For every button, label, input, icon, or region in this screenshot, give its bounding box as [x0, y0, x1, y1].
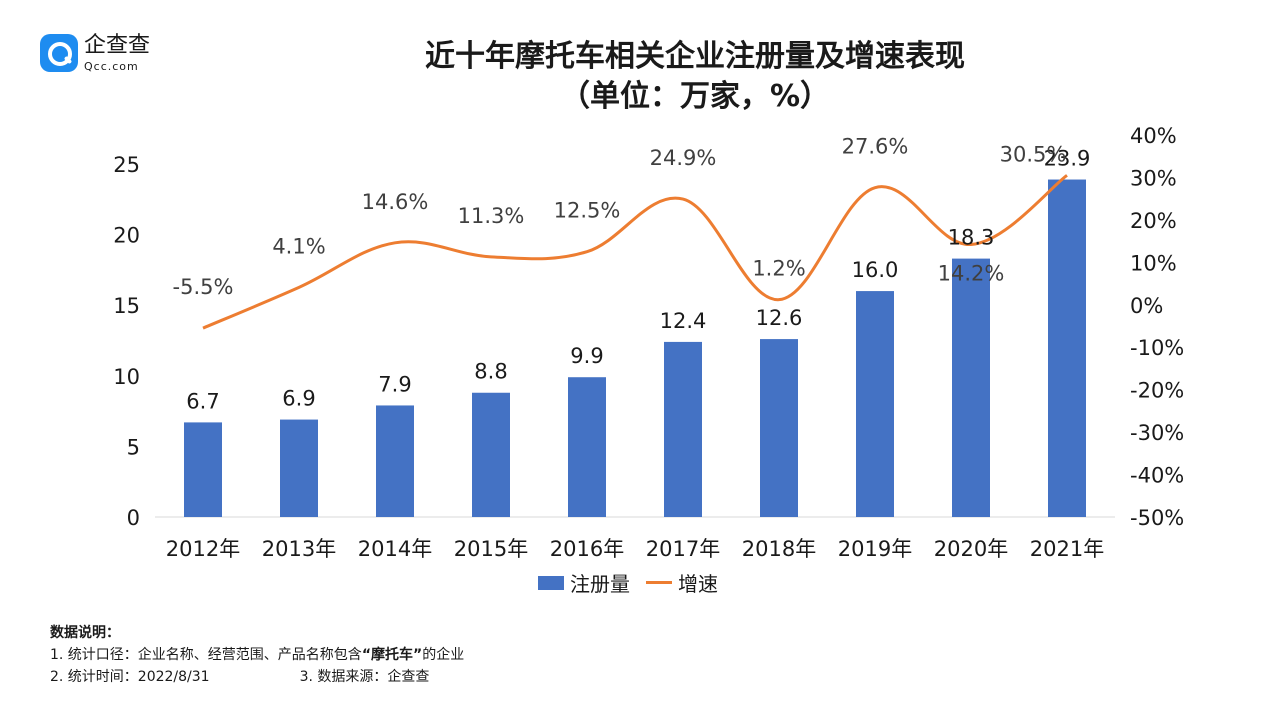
- y-right-tick-label: 10%: [1130, 251, 1177, 275]
- bar-value-label: 6.7: [186, 389, 219, 413]
- growth-value-label: 1.2%: [752, 257, 805, 281]
- y-right-tick-label: 20%: [1130, 209, 1177, 233]
- bar-value-label: 6.9: [282, 387, 315, 411]
- growth-value-label: -5.5%: [173, 275, 234, 299]
- legend: 注册量 增速: [538, 568, 718, 597]
- notes-heading: 数据说明：: [50, 625, 120, 641]
- notes-line1-pre: 1. 统计口径：企业名称、经营范围、产品名称包含: [50, 647, 362, 663]
- x-tick-label: 2017年: [646, 537, 720, 561]
- x-tick-label: 2016年: [550, 537, 624, 561]
- legend-bar-label: 注册量: [570, 572, 630, 596]
- x-tick-label: 2012年: [166, 537, 240, 561]
- data-notes: 数据说明： 1. 统计口径：企业名称、经营范围、产品名称包含“摩托车”的企业 2…: [50, 622, 464, 688]
- y-left-tick-label: 15: [113, 294, 140, 318]
- notes-line2b: 3. 数据来源：企查查: [299, 669, 430, 685]
- chart-title: 近十年摩托车相关企业注册量及增速表现: [425, 39, 965, 74]
- notes-line1-bold: “摩托车”: [361, 647, 423, 663]
- y-left-tick-label: 25: [113, 153, 140, 177]
- bar: [1048, 179, 1086, 518]
- logo-en: Qcc.com: [84, 59, 139, 73]
- growth-value-label: 11.3%: [458, 204, 525, 228]
- bar-value-label: 12.4: [660, 309, 707, 333]
- bar: [856, 291, 894, 517]
- y-right-tick-label: -10%: [1130, 336, 1184, 360]
- bar-value-label: 16.0: [852, 258, 899, 282]
- y-left-tick-label: 20: [113, 224, 140, 248]
- notes-line2a: 2. 统计时间：2022/8/31: [50, 669, 210, 685]
- growth-value-label: 12.5%: [554, 199, 621, 223]
- legend-bar-swatch: [538, 575, 564, 590]
- qcc-logo-icon: [40, 34, 78, 72]
- bar-value-label: 12.6: [756, 306, 803, 330]
- growth-value-label: 30.5%: [1000, 142, 1067, 166]
- notes-line1: 1. 统计口径：企业名称、经营范围、产品名称包含“摩托车”的企业: [50, 644, 464, 666]
- growth-value-label: 14.2%: [938, 262, 1005, 286]
- bar: [760, 339, 798, 517]
- bar: [568, 377, 606, 517]
- y-left-tick-label: 10: [113, 365, 140, 389]
- x-tick-label: 2021年: [1030, 537, 1104, 561]
- x-tick-label: 2019年: [838, 537, 912, 561]
- bar-value-label: 7.9: [378, 372, 411, 396]
- legend-line-label: 增速: [678, 572, 718, 596]
- x-tick-label: 2020年: [934, 537, 1008, 561]
- logo-cn: 企查查: [84, 32, 151, 58]
- y-right-tick-label: 30%: [1130, 166, 1177, 190]
- bar: [952, 258, 990, 517]
- bar-value-label: 9.9: [570, 344, 603, 368]
- bar: [472, 392, 510, 517]
- x-tick-label: 2013年: [262, 537, 336, 561]
- growth-value-label: 14.6%: [362, 190, 429, 214]
- y-right-tick-label: 0%: [1130, 294, 1163, 318]
- y-right-tick-label: -40%: [1130, 464, 1184, 488]
- notes-line2: 2. 统计时间：2022/8/31 3. 数据来源：企查查: [50, 666, 464, 688]
- bar: [664, 341, 702, 517]
- bar: [280, 419, 318, 517]
- qcc-logo: 企查查 Qcc.com: [40, 34, 150, 72]
- x-tick-label: 2014年: [358, 537, 432, 561]
- x-tick-label: 2018年: [742, 537, 816, 561]
- bar-value-label: 8.8: [474, 360, 507, 384]
- y-right-tick-label: -30%: [1130, 421, 1184, 445]
- chart-subtitle: （单位：万家，%）: [559, 79, 831, 114]
- notes-line1-post: 的企业: [422, 647, 465, 663]
- growth-value-label: 24.9%: [650, 146, 717, 170]
- bar-value-label: 18.3: [948, 226, 995, 250]
- y-right-tick-label: -50%: [1130, 506, 1184, 530]
- y-right-tick-label: -20%: [1130, 379, 1184, 403]
- x-tick-label: 2015年: [454, 537, 528, 561]
- y-left-tick-label: 0: [127, 506, 140, 530]
- growth-value-label: 4.1%: [272, 234, 325, 258]
- legend-line-swatch: [646, 581, 672, 584]
- bar-value-label: 23.9: [1044, 147, 1091, 171]
- bar: [184, 422, 222, 517]
- bar: [376, 405, 414, 517]
- growth-line: [202, 174, 1068, 330]
- y-right-tick-label: 40%: [1130, 124, 1177, 148]
- growth-value-label: 27.6%: [842, 135, 909, 159]
- y-left-tick-label: 5: [127, 435, 140, 459]
